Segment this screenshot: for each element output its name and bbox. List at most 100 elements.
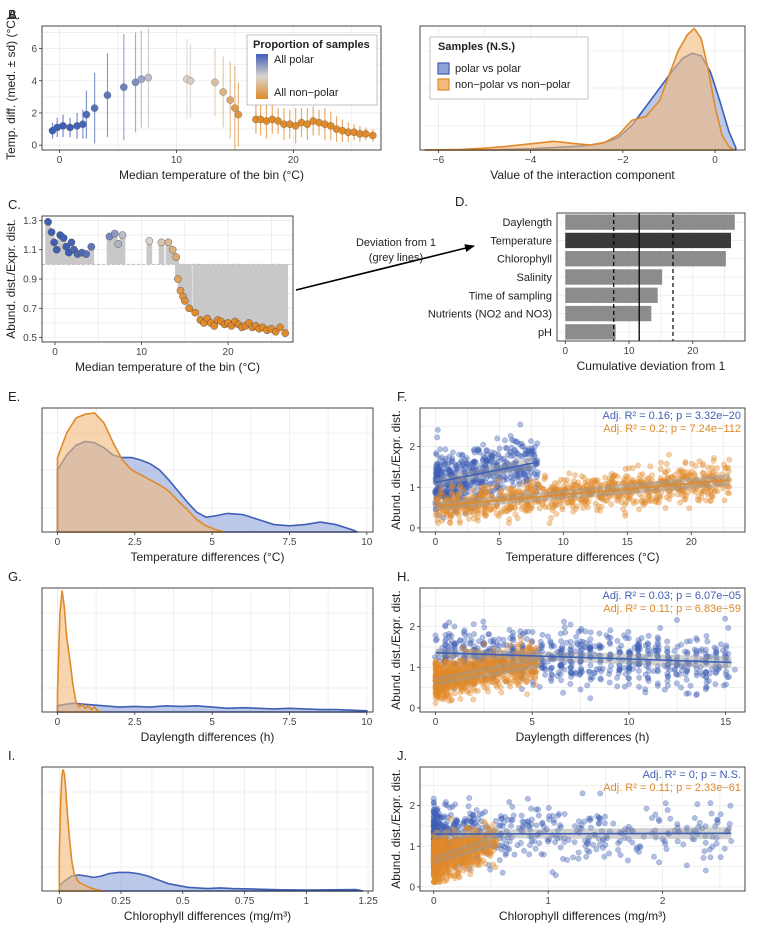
x-tick-label: 0	[431, 896, 437, 907]
scatter-point	[587, 629, 594, 636]
scatter-point	[674, 617, 680, 623]
scatter-point	[448, 632, 455, 639]
x-tick-label: 0	[55, 537, 61, 548]
data-point	[362, 130, 370, 138]
legend-entry: polar vs polar	[455, 63, 521, 75]
scatter-point	[443, 511, 450, 518]
x-tick-label: 7.5	[283, 537, 297, 548]
x-tick-label: 1	[304, 896, 310, 907]
scatter-point	[674, 643, 681, 650]
scatter-point	[636, 506, 642, 513]
scatter-point	[541, 472, 548, 479]
scatter-point	[531, 443, 538, 450]
scatter-point	[552, 839, 559, 846]
scatter-point	[591, 669, 597, 676]
scatter-point	[470, 447, 477, 454]
data-point	[87, 242, 96, 251]
scatter-point	[448, 696, 455, 703]
scatter-point	[435, 694, 442, 700]
x-tick-label: 20	[687, 346, 699, 357]
scatter-point	[508, 822, 514, 829]
x-tick-label: 0	[55, 717, 61, 728]
scatter-point	[579, 790, 586, 797]
scatter-point	[487, 866, 494, 873]
scatter-point	[471, 515, 477, 522]
x-tick-label: 20	[288, 155, 300, 166]
scatter-point	[606, 850, 613, 857]
category-label: Daylength	[502, 217, 552, 229]
scatter-point	[456, 451, 463, 458]
scatter-point	[541, 476, 548, 483]
scatter-point	[448, 471, 455, 478]
x-tick-label: 0	[52, 347, 58, 358]
scatter-point	[496, 473, 503, 480]
scatter-point	[679, 492, 685, 498]
scatter-point	[597, 790, 604, 797]
scatter-point	[657, 466, 664, 472]
scatter-point	[490, 861, 497, 868]
scatter-point	[703, 674, 710, 681]
scatter-point	[538, 851, 545, 857]
scatter-point	[490, 821, 496, 828]
scatter-point	[548, 514, 555, 521]
scatter-point	[479, 810, 486, 817]
legend-entry: non−polar vs non−polar	[455, 79, 571, 91]
scatter-point	[473, 807, 480, 813]
scatter-point	[489, 459, 496, 465]
scatter-point	[654, 634, 661, 641]
deviation-bar	[221, 264, 228, 325]
scatter-point	[594, 813, 600, 819]
scatter-point	[645, 677, 652, 684]
scatter-point	[525, 465, 532, 472]
x-tick-label: 5	[209, 717, 215, 728]
scatter-point	[451, 684, 458, 691]
scatter-point	[521, 847, 527, 854]
scatter-point	[461, 631, 468, 638]
x-tick-label: 0	[563, 346, 569, 357]
scatter-point	[700, 460, 706, 467]
scatter-point	[645, 641, 651, 648]
scatter-point	[536, 505, 543, 512]
scatter-point	[599, 665, 606, 672]
scatter-point	[496, 476, 502, 483]
scatter-point	[480, 618, 487, 625]
data-point	[50, 238, 58, 247]
scatter-point	[483, 510, 489, 517]
scatter-point	[649, 472, 655, 479]
scatter-point	[685, 690, 692, 697]
deviation-bar	[106, 236, 113, 265]
x-tick-label: −6	[433, 155, 445, 166]
scatter-point	[673, 680, 680, 687]
scatter-point	[438, 485, 445, 492]
scatter-point	[572, 482, 579, 488]
scatter-point	[434, 426, 441, 433]
scatter-point	[523, 679, 530, 686]
scatter-point	[583, 853, 590, 860]
data-point	[281, 329, 290, 338]
density-curve	[58, 871, 364, 892]
panel-label: G.	[8, 569, 22, 584]
scatter-point	[524, 691, 531, 698]
scatter-point	[535, 806, 542, 813]
density-curve	[56, 412, 225, 533]
scatter-point	[494, 435, 501, 442]
y-tick-label: 1	[409, 483, 415, 494]
panel-label: E.	[8, 389, 20, 404]
scatter-point	[726, 820, 733, 827]
data-point	[82, 110, 91, 119]
scatter-point	[662, 800, 669, 807]
scatter-point	[726, 456, 733, 463]
scatter-point	[539, 641, 546, 648]
category-label: Chlorophyll	[497, 254, 552, 266]
scatter-point	[433, 671, 440, 678]
scatter-point	[470, 486, 477, 493]
y-tick-label: 1	[409, 663, 415, 674]
x-tick-label: −4	[525, 155, 537, 166]
data-point	[291, 122, 300, 130]
scatter-point	[431, 872, 438, 879]
scatter-point	[587, 674, 594, 680]
x-tick-label: 20	[686, 537, 698, 548]
scatter-point	[675, 468, 682, 475]
